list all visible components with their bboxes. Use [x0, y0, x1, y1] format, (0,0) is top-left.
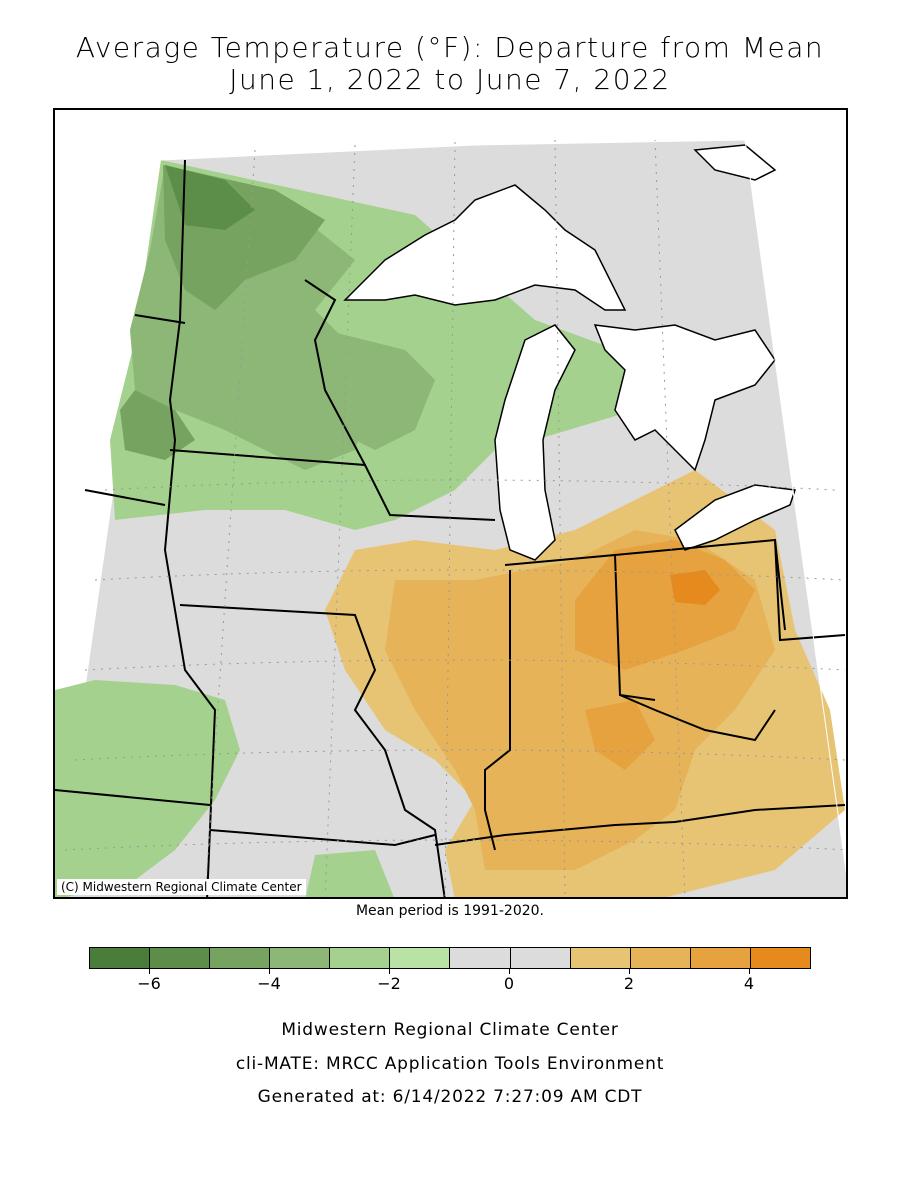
cool-region-darkest	[165, 165, 255, 230]
legend-tick	[629, 968, 630, 974]
cool-region-southwest	[55, 680, 240, 897]
color-legend	[89, 947, 811, 974]
map-date-range: June 1, 2022 to June 7, 2022	[229, 63, 671, 96]
legend-swatch	[750, 948, 810, 968]
cool-region-wi	[315, 330, 435, 450]
legend-tick	[389, 968, 390, 974]
lake-michigan	[494, 324, 576, 561]
legend-swatch	[330, 948, 391, 968]
legend-swatch	[270, 948, 331, 968]
warm-region-core	[575, 540, 755, 670]
lake-ontario	[693, 144, 777, 181]
legend-swatch	[450, 948, 511, 968]
cool-region-west-edge	[120, 390, 195, 460]
temperature-departure-map: (C) Midwestern Regional Climate Center	[53, 108, 848, 899]
projection-boundary	[160, 139, 846, 875]
legend-tick-label: −4	[257, 974, 281, 993]
legend-tick-label: −6	[137, 974, 161, 993]
legend-tick-label: 2	[623, 974, 635, 993]
legend-tick	[269, 968, 270, 974]
cool-region-south	[305, 850, 394, 897]
legend-swatch	[150, 948, 211, 968]
mean-period-note: Mean period is 1991-2020.	[355, 903, 545, 919]
copyright-notice: (C) Midwestern Regional Climate Center	[57, 879, 306, 895]
legend-swatch	[90, 948, 151, 968]
legend-swatch	[210, 948, 271, 968]
legend-tick-label: 4	[743, 974, 755, 993]
legend-tick-label: 0	[503, 974, 515, 993]
footer-tool-name: cli-MATE: MRCC Application Tools Environ…	[235, 1054, 665, 1074]
footer-generated-time: Generated at: 6/14/2022 7:27:09 AM CDT	[257, 1087, 643, 1107]
lake-superior	[343, 184, 627, 311]
legend-swatch	[690, 948, 751, 968]
legend-tick-label: −2	[377, 974, 401, 993]
map-title: Average Temperature (°F): Departure from…	[75, 31, 825, 64]
graticule	[64, 139, 846, 897]
legend-tick	[749, 968, 750, 974]
legend-swatch	[570, 948, 631, 968]
state-borders	[55, 159, 846, 897]
lake-huron	[593, 324, 776, 472]
warm-region-peak	[670, 570, 720, 605]
warm-region-kentucky	[585, 700, 655, 770]
legend-color-bar	[89, 947, 811, 969]
legend-tick	[149, 968, 150, 974]
footer-organization: Midwestern Regional Climate Center	[281, 1020, 619, 1040]
legend-swatch	[630, 948, 691, 968]
legend-swatch	[390, 948, 451, 968]
legend-swatch	[510, 948, 571, 968]
legend-tick	[509, 968, 510, 974]
map-canvas	[55, 139, 846, 897]
